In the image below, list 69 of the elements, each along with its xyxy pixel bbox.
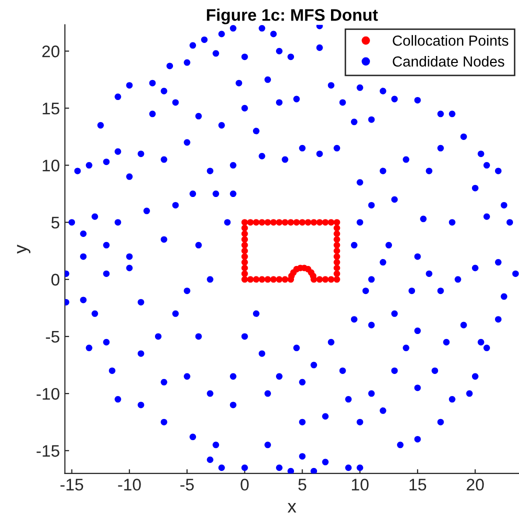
y-tick-label: -10: [36, 388, 60, 400]
point: [247, 219, 254, 226]
chart-title: Figure 1c: MFS Donut: [206, 8, 378, 24]
y-tick-label: 0: [51, 274, 60, 286]
point: [316, 219, 323, 226]
point: [264, 276, 271, 283]
point: [270, 219, 277, 226]
legend-label: Collocation Points: [392, 35, 508, 46]
point: [334, 270, 340, 277]
point: [322, 219, 329, 226]
y-tick-label: -15: [36, 445, 60, 457]
y-tick-label: 15: [42, 102, 60, 114]
point: [288, 219, 294, 226]
x-tick-label: 5: [298, 478, 306, 491]
point: [334, 242, 340, 248]
legend-label: Candidate Nodes: [392, 56, 504, 67]
point: [241, 253, 248, 260]
x-tick-label: 20: [466, 478, 484, 491]
point: [328, 219, 334, 226]
point: [247, 276, 254, 283]
x-tick-label: 0: [240, 478, 249, 491]
point: [241, 219, 248, 226]
point: [299, 219, 306, 226]
point: [241, 230, 248, 238]
y-tick-label: 10: [42, 160, 60, 172]
point: [304, 219, 312, 226]
point: [293, 219, 300, 226]
point: [334, 219, 340, 226]
point: [310, 219, 318, 226]
x-axis-title: x: [288, 502, 296, 512]
point: [258, 219, 266, 226]
point: [334, 276, 340, 283]
point: [241, 248, 248, 254]
point: [241, 242, 248, 248]
point: [241, 224, 248, 232]
point: [276, 219, 283, 226]
y-tick-label: -5: [46, 331, 60, 343]
point: [276, 276, 283, 283]
point: [334, 224, 340, 232]
point: [334, 253, 340, 260]
x-tick-label: -5: [180, 478, 194, 491]
point: [264, 219, 271, 226]
point: [282, 276, 288, 283]
y-tick-label: 20: [42, 46, 60, 58]
x-tick-label: -10: [118, 478, 141, 491]
point: [334, 230, 340, 238]
point: [334, 259, 340, 266]
point: [258, 276, 266, 283]
point: [334, 264, 340, 272]
point: [252, 276, 260, 283]
x-tick-label: 15: [410, 478, 426, 491]
point: [334, 248, 340, 254]
point: [282, 219, 288, 226]
point: [252, 219, 260, 226]
point: [241, 236, 248, 243]
y-axis-title: y: [17, 244, 30, 254]
point: [288, 276, 294, 283]
point: [270, 276, 277, 283]
point: [316, 276, 323, 283]
y-tick-label: 5: [51, 216, 60, 229]
point: [241, 270, 248, 277]
point: [322, 276, 329, 283]
point: [241, 259, 248, 266]
x-tick-label: -15: [60, 478, 84, 491]
x-tick-label: 10: [352, 478, 369, 491]
point: [241, 276, 248, 283]
point: [241, 264, 248, 272]
point: [328, 276, 334, 283]
point: [334, 236, 340, 243]
